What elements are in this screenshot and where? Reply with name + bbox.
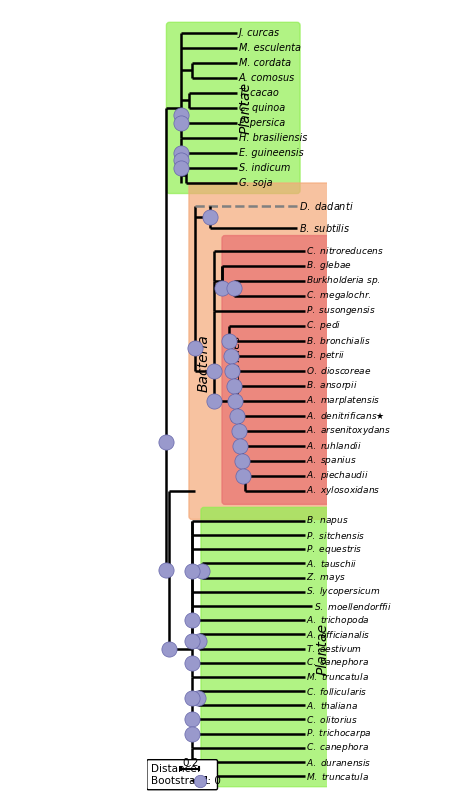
- FancyBboxPatch shape: [189, 183, 330, 519]
- Text: $\it{B.\ subtilis}$: $\it{B.\ subtilis}$: [299, 222, 350, 234]
- Point: [230, 282, 238, 295]
- Text: 1: 1: [202, 776, 209, 786]
- Point: [188, 657, 196, 669]
- Point: [238, 454, 246, 467]
- Text: $\it{A.\ arsenitoxydans}$: $\it{A.\ arsenitoxydans}$: [306, 424, 392, 437]
- Text: $\it{B.\ ansorpii}$: $\it{B.\ ansorpii}$: [306, 380, 358, 392]
- Point: [192, 763, 200, 776]
- Text: $\it{C.\ megalochr.}$: $\it{C.\ megalochr.}$: [306, 289, 372, 303]
- Point: [178, 109, 185, 121]
- FancyBboxPatch shape: [201, 507, 330, 787]
- Text: Plantae: Plantae: [239, 82, 253, 134]
- Point: [163, 564, 170, 576]
- Text: $\it{A.\ trichopoda}$: $\it{A.\ trichopoda}$: [306, 614, 370, 626]
- Point: [165, 642, 173, 655]
- Point: [235, 424, 242, 437]
- Point: [188, 614, 196, 626]
- Text: $\it{T.\ aestivum}$: $\it{T.\ aestivum}$: [306, 643, 363, 654]
- Point: [232, 395, 239, 407]
- Text: Burkholderiales: Burkholderiales: [232, 335, 242, 422]
- Point: [178, 117, 185, 129]
- Text: 0.2: 0.2: [182, 758, 199, 769]
- Point: [188, 713, 196, 726]
- Text: $\it{A.\ duranensis}$: $\it{A.\ duranensis}$: [306, 757, 372, 768]
- FancyBboxPatch shape: [147, 760, 218, 790]
- Text: Plantae: Plantae: [316, 622, 329, 675]
- Text: $\it{B.\ bronchialis}$: $\it{B.\ bronchialis}$: [306, 335, 371, 346]
- Text: $\it{C.\ follicularis}$: $\it{C.\ follicularis}$: [306, 685, 368, 696]
- Point: [210, 395, 218, 407]
- Point: [188, 635, 196, 648]
- Point: [188, 692, 196, 704]
- Text: $\it{B.\ petrii}$: $\it{B.\ petrii}$: [306, 349, 346, 362]
- Text: $\it{A.\ ruhlandii}$: $\it{A.\ ruhlandii}$: [306, 441, 362, 451]
- Text: $\it{A.\ piechaudii}$: $\it{A.\ piechaudii}$: [306, 469, 369, 482]
- Point: [199, 565, 206, 577]
- Text: E. guineensis: E. guineensis: [239, 148, 303, 158]
- Text: Distance:: Distance:: [151, 764, 201, 773]
- Text: $\it{A.\ marplatensis}$: $\it{A.\ marplatensis}$: [306, 395, 381, 407]
- Text: $\it{A.\ spanius}$: $\it{A.\ spanius}$: [306, 454, 357, 468]
- Text: Bootstraps: 0: Bootstraps: 0: [151, 776, 221, 786]
- Text: $\it{P.\ susongensis}$: $\it{P.\ susongensis}$: [306, 304, 376, 317]
- Point: [236, 439, 244, 452]
- Text: $\it{P.\ equestris}$: $\it{P.\ equestris}$: [306, 543, 363, 556]
- Text: $\it{S.\ lycopersicum}$: $\it{S.\ lycopersicum}$: [306, 585, 381, 599]
- Point: [227, 349, 235, 362]
- Text: $\it{C.\ canephora}$: $\it{C.\ canephora}$: [306, 742, 369, 754]
- Text: $\it{C.\ canephora}$: $\it{C.\ canephora}$: [306, 656, 369, 669]
- Text: $\it{O.\ dioscoreae}$: $\it{O.\ dioscoreae}$: [306, 365, 372, 376]
- Text: M. esculenta: M. esculenta: [239, 43, 301, 53]
- Text: $\it{S.\ moellendorffii}$: $\it{S.\ moellendorffii}$: [314, 600, 392, 611]
- Text: $\it{C.\ pedi}$: $\it{C.\ pedi}$: [306, 319, 342, 332]
- Text: H. brasiliensis: H. brasiliensis: [239, 133, 307, 143]
- Point: [228, 364, 236, 377]
- Text: $\it{B.\ napus}$: $\it{B.\ napus}$: [306, 515, 349, 527]
- Point: [191, 342, 199, 355]
- Point: [188, 727, 196, 740]
- Point: [178, 154, 185, 167]
- Text: $\it{A.\ xylosoxidans}$: $\it{A.\ xylosoxidans}$: [306, 484, 381, 497]
- Point: [230, 380, 238, 392]
- Point: [178, 162, 185, 175]
- Text: Bacteria: Bacteria: [197, 334, 211, 392]
- Point: [188, 565, 196, 577]
- Text: M. cordata: M. cordata: [239, 58, 291, 67]
- FancyBboxPatch shape: [166, 22, 300, 194]
- Text: $\it{A.\ denitrificans}$★: $\it{A.\ denitrificans}$★: [306, 410, 386, 421]
- Point: [226, 334, 233, 347]
- Polygon shape: [191, 778, 200, 783]
- Text: $\it{A.\ officianalis}$: $\it{A.\ officianalis}$: [306, 629, 371, 640]
- Point: [163, 436, 170, 449]
- Point: [239, 469, 247, 482]
- Text: P. persica: P. persica: [239, 118, 285, 128]
- FancyBboxPatch shape: [222, 236, 330, 504]
- Point: [210, 364, 218, 377]
- Text: G. soja: G. soja: [239, 178, 273, 188]
- Text: C. quinoa: C. quinoa: [239, 103, 285, 113]
- Text: A. comosus: A. comosus: [239, 73, 295, 83]
- Text: $\it{M.\ truncatula}$: $\it{M.\ truncatula}$: [306, 672, 369, 682]
- Point: [178, 147, 185, 160]
- Text: S. indicum: S. indicum: [239, 163, 290, 173]
- Text: $\it{Burkholderia\ sp.}$: $\it{Burkholderia\ sp.}$: [306, 274, 381, 287]
- Point: [233, 409, 241, 422]
- Text: J. curcas: J. curcas: [239, 28, 280, 38]
- Point: [206, 210, 214, 223]
- Text: $\it{A.\ tauschii}$: $\it{A.\ tauschii}$: [306, 558, 357, 569]
- Text: $\it{C.\ nitroreducens}$: $\it{C.\ nitroreducens}$: [306, 245, 384, 256]
- Text: $\it{D.\ dadanti}$: $\it{D.\ dadanti}$: [299, 199, 354, 211]
- Text: $\it{P.\ sitchensis}$: $\it{P.\ sitchensis}$: [306, 530, 365, 541]
- Text: $\it{Z.\ mays}$: $\it{Z.\ mays}$: [306, 571, 346, 584]
- Point: [194, 692, 202, 704]
- Text: $\it{P.\ trichocarpa}$: $\it{P.\ trichocarpa}$: [306, 727, 372, 740]
- Text: T. cacao: T. cacao: [239, 88, 279, 98]
- Point: [218, 282, 226, 295]
- Text: $\it{C.\ olitorius}$: $\it{C.\ olitorius}$: [306, 714, 358, 725]
- Text: $\it{A.\ thaliana}$: $\it{A.\ thaliana}$: [306, 700, 358, 711]
- Text: $\it{M.\ truncatula}$: $\it{M.\ truncatula}$: [306, 771, 369, 782]
- Point: [196, 635, 203, 648]
- Text: $\it{B.\ glebae}$: $\it{B.\ glebae}$: [306, 259, 352, 272]
- Point: [196, 774, 204, 787]
